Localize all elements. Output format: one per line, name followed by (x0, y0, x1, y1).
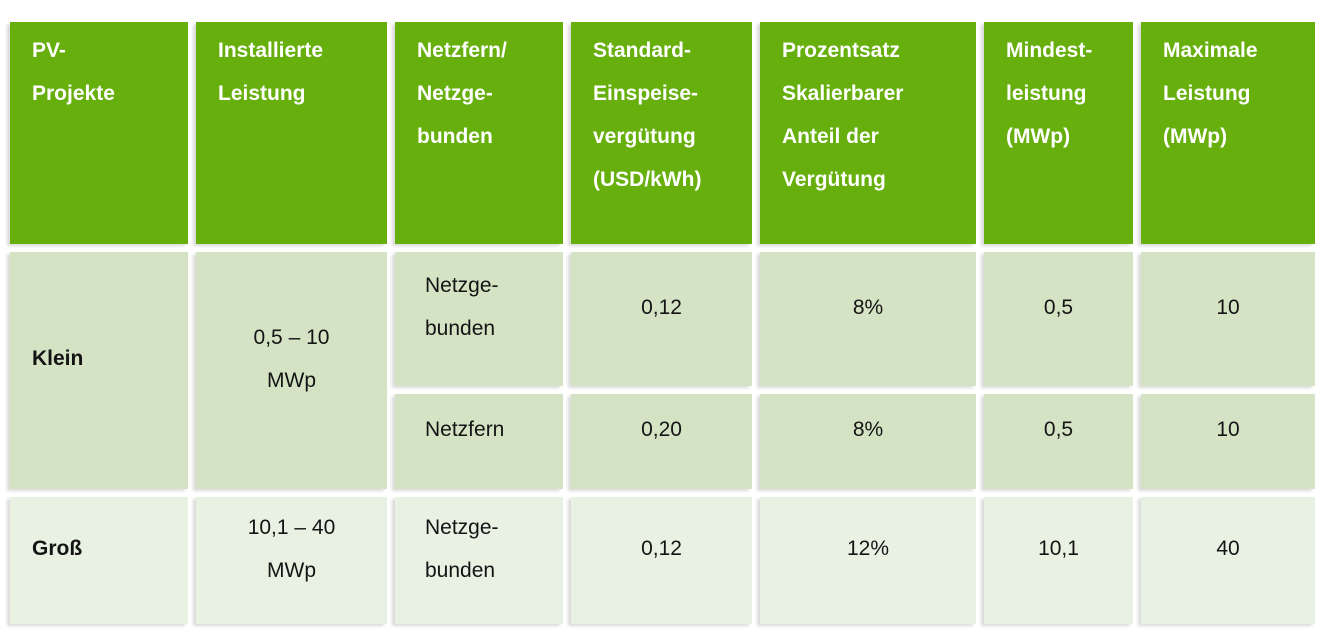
cell-tariff: 0,12 (571, 252, 752, 386)
table-row-klein-netzfern: Netzfern 0,20 8% 0,5 10 (10, 394, 1315, 489)
cell-max-capacity: 10 (1141, 394, 1315, 489)
cell-grid-type: Netzge- bunden (395, 252, 563, 386)
header-row: PV- Projekte Installierte Leistung Netzf… (10, 22, 1315, 244)
header-cell-netzfern-netzgebunden: Netzfern/ Netzge- bunden (395, 22, 563, 244)
cell-scalable-share: 8% (760, 252, 976, 386)
cell-tariff: 0,20 (571, 394, 752, 489)
header-cell-pv-projekte: PV- Projekte (10, 22, 188, 244)
pv-projects-table: PV- Projekte Installierte Leistung Netzf… (2, 14, 1323, 632)
cell-tariff: 0,12 (571, 497, 752, 624)
header-cell-maximale-leistung: Maximale Leistung (MWp) (1141, 22, 1315, 244)
cell-min-capacity: 10,1 (984, 497, 1133, 624)
table-row-gross-netzgebunden: Groß 10,1 – 40 MWp Netzge- bunden 0,12 1… (10, 497, 1315, 624)
cell-grid-type: Netzge- bunden (395, 497, 563, 624)
header-cell-skalierbarer-anteil: Prozentsatz Skalierbarer Anteil der Verg… (760, 22, 976, 244)
cell-min-capacity: 0,5 (984, 252, 1133, 386)
header-cell-installierte-leistung: Installierte Leistung (196, 22, 387, 244)
cell-scalable-share: 12% (760, 497, 976, 624)
table-row-klein-netzgebunden: Klein 0,5 – 10 MWp Netzge- bunden 0,12 8… (10, 252, 1315, 489)
header-cell-mindestleistung: Mindest- leistung (MWp) (984, 22, 1133, 244)
cell-project-klein: Klein (10, 252, 188, 489)
cell-project-gross: Groß (10, 497, 188, 624)
cell-capacity-klein: 0,5 – 10 MWp (196, 252, 387, 489)
cell-grid-type: Netzfern (395, 394, 563, 489)
cell-max-capacity: 40 (1141, 497, 1315, 624)
cell-scalable-share: 8% (760, 394, 976, 489)
cell-capacity-gross: 10,1 – 40 MWp (196, 497, 387, 624)
cell-max-capacity: 10 (1141, 252, 1315, 386)
cell-min-capacity: 0,5 (984, 394, 1133, 489)
header-cell-einspeiseverguetung: Standard- Einspeise- vergütung (USD/kWh) (571, 22, 752, 244)
